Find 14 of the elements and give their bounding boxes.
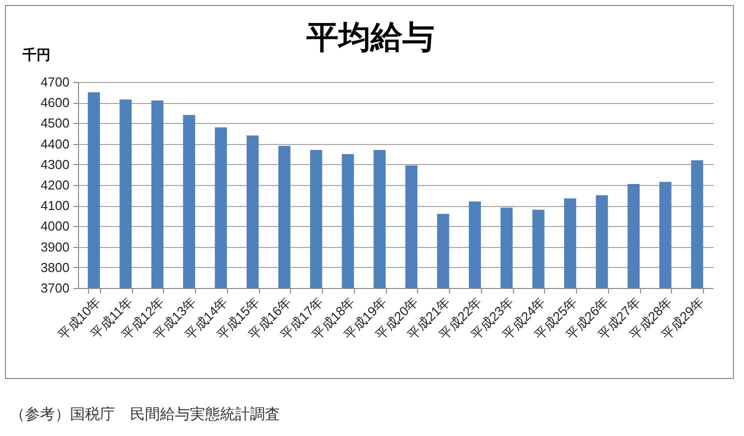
y-tick-label: 4100 <box>40 198 70 214</box>
y-tick-label: 3900 <box>40 239 70 254</box>
text: （参考）国税庁 民間給与実態統計調査 <box>10 405 280 424</box>
y-tick-label: 4400 <box>40 136 70 152</box>
y-tick-label: 3800 <box>40 260 70 275</box>
y-axis-title: 千円 <box>22 46 50 62</box>
y-tick-label: 4700 <box>40 74 70 90</box>
y-tick-label: 4600 <box>40 95 70 110</box>
y-tick-label: 4300 <box>40 156 70 172</box>
y-tick-label: 4000 <box>40 218 70 234</box>
y-tick-label: 4200 <box>40 178 70 192</box>
y-tick-label: 3700 <box>40 280 70 296</box>
y-tick-label: 4500 <box>40 116 70 131</box>
chart-title: 平均給与 <box>306 19 434 55</box>
